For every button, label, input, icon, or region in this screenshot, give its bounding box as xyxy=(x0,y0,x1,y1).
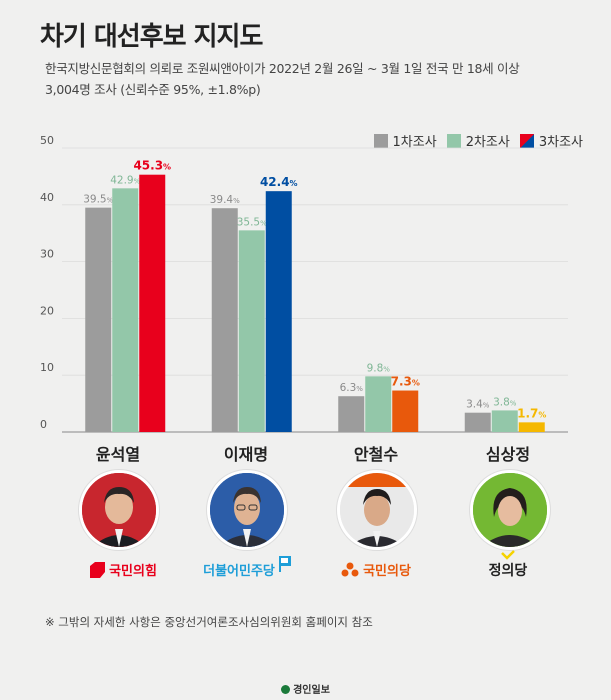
ppp-logo-icon xyxy=(90,561,106,578)
legend-item-2: 2차조사 xyxy=(446,131,510,150)
party-logo-justice: 정의당 xyxy=(448,550,568,580)
y-tick-label-40: 40 xyxy=(40,191,54,204)
data-label-3-3: 7.3% xyxy=(391,375,420,389)
data-label-4-1: 3.4% xyxy=(466,399,490,411)
y-tick-label-10: 10 xyxy=(40,361,54,374)
legend-label-2: 2차조사 xyxy=(465,135,510,150)
party-logo-ppp: 국민의힘 xyxy=(63,560,183,579)
brand-name: 경인일보 xyxy=(293,685,330,696)
data-label-4-2: 3.8% xyxy=(493,396,517,408)
subtitle: 한국지방신문협회의 의뢰로 조원씨앤아이가 2022년 2월 26일 ~ 3월 … xyxy=(45,58,585,100)
data-label-2-3: 42.4% xyxy=(260,175,298,189)
data-label-1-3: 45.3% xyxy=(133,159,171,173)
avatar-sim-portrait xyxy=(473,473,547,547)
data-label-1-1: 39.5% xyxy=(83,194,113,206)
pp-logo-icon xyxy=(341,562,359,576)
bar-4-1 xyxy=(464,412,491,432)
subtitle-line-2: 3,004명 조사 (신뢰수준 95%, ±1.8%p) xyxy=(45,82,261,97)
justice-logo-icon xyxy=(501,550,515,560)
bar-1-2 xyxy=(112,188,139,432)
party-name-pp: 국민의당 xyxy=(363,564,411,579)
y-tick-label-0: 0 xyxy=(40,418,47,431)
avatar-yoon-portrait xyxy=(82,473,156,547)
avatar-lee xyxy=(207,470,287,550)
avatar-ahn xyxy=(337,470,417,550)
bar-3-3 xyxy=(392,390,419,432)
brand-logo-icon xyxy=(281,685,291,694)
legend-swatch-3 xyxy=(519,133,534,148)
avatar-ahn-portrait xyxy=(340,473,414,547)
avatar-yoon xyxy=(79,470,159,550)
data-label-2-1: 39.4% xyxy=(210,194,240,206)
data-label-1-2: 42.9% xyxy=(110,174,140,186)
legend-item-3: 3차조사 xyxy=(519,131,583,150)
bar-4-3 xyxy=(518,422,545,432)
data-label-3-2: 9.8% xyxy=(367,362,391,374)
y-tick-label-30: 30 xyxy=(40,248,54,261)
candidate-name-yoon: 윤석열 xyxy=(95,445,141,464)
candidate-name-ahn: 안철수 xyxy=(353,445,399,464)
candidate-name-lee: 이재명 xyxy=(223,445,269,464)
candidate-name-sim: 심상정 xyxy=(485,445,531,464)
page-title: 차기 대선후보 지지도 xyxy=(40,22,263,52)
bar-4-2 xyxy=(491,410,518,432)
party-name-dp: 더불어민주당 xyxy=(203,564,275,579)
bar-2-3 xyxy=(265,191,292,432)
brand-footer: 경인일보 xyxy=(0,681,611,696)
data-label-3-1: 6.3% xyxy=(340,382,364,394)
party-name-ppp: 국민의힘 xyxy=(109,564,157,579)
bar-2-2 xyxy=(238,230,265,432)
bar-chart: 0 10 20 30 40 50 39.5% 42.9%45.3% 39.4% 35.5% 42.4… xyxy=(40,134,568,433)
party-name-justice: 정의당 xyxy=(488,563,528,579)
data-label-2-2: 35.5% xyxy=(237,216,267,228)
legend-swatch-2 xyxy=(446,133,461,148)
party-logo-dp: 더불어민주당 xyxy=(188,555,308,579)
legend-label-3: 3차조사 xyxy=(538,135,583,150)
footnote: ※ 그밖의 자세한 사항은 중앙선거여론조사심의위원회 홈페이지 참조 xyxy=(45,615,373,629)
party-logo-pp: 국민의당 xyxy=(316,560,436,579)
data-label-4-3: 1.7% xyxy=(517,406,546,420)
legend: 1차조사 2차조사 3차조사 xyxy=(373,131,583,150)
legend-item-1: 1차조사 xyxy=(373,131,437,150)
y-tick-label-20: 20 xyxy=(40,304,54,317)
y-tick-label-50: 50 xyxy=(40,134,54,147)
avatar-lee-portrait xyxy=(210,473,284,547)
subtitle-line-1: 한국지방신문협회의 의뢰로 조원씨앤아이가 2022년 2월 26일 ~ 3월 … xyxy=(45,61,520,76)
legend-swatch-1 xyxy=(373,133,388,148)
bar-1-1 xyxy=(85,207,112,432)
dp-logo-icon xyxy=(278,555,291,572)
avatar-sim xyxy=(470,470,550,550)
bar-3-2 xyxy=(365,376,392,432)
legend-label-1: 1차조사 xyxy=(392,135,437,150)
bar-2-1 xyxy=(211,208,238,432)
bar-1-3 xyxy=(139,174,166,433)
bar-3-1 xyxy=(338,396,365,432)
